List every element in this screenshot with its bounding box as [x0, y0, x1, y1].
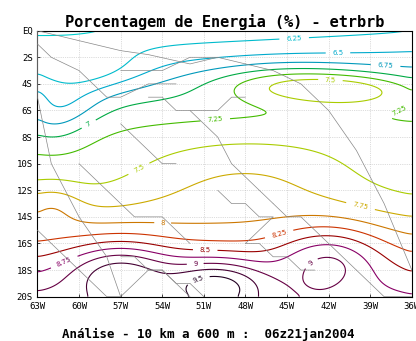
- Text: 6.25: 6.25: [286, 35, 302, 42]
- Text: 9: 9: [193, 261, 198, 267]
- Text: 8.25: 8.25: [271, 229, 287, 239]
- Text: 7.25: 7.25: [207, 116, 223, 123]
- Text: 9.5: 9.5: [191, 274, 204, 284]
- Text: 9: 9: [307, 259, 314, 267]
- Text: 6.5: 6.5: [332, 50, 344, 56]
- Text: Análise - 10 km a 600 m :  06z21jan2004: Análise - 10 km a 600 m : 06z21jan2004: [62, 327, 354, 341]
- Text: 7.75: 7.75: [352, 202, 369, 211]
- Text: 7.25: 7.25: [391, 104, 408, 117]
- Text: 6.75: 6.75: [378, 62, 394, 69]
- Text: 7: 7: [85, 120, 92, 128]
- Text: 7.5: 7.5: [133, 163, 145, 174]
- Text: 8.75: 8.75: [56, 256, 72, 268]
- Title: Porcentagem de Energia (%) - etrbrb: Porcentagem de Energia (%) - etrbrb: [65, 14, 384, 30]
- Text: 7.5: 7.5: [325, 77, 336, 83]
- Text: 8.5: 8.5: [200, 247, 211, 253]
- Text: 8: 8: [160, 220, 165, 226]
